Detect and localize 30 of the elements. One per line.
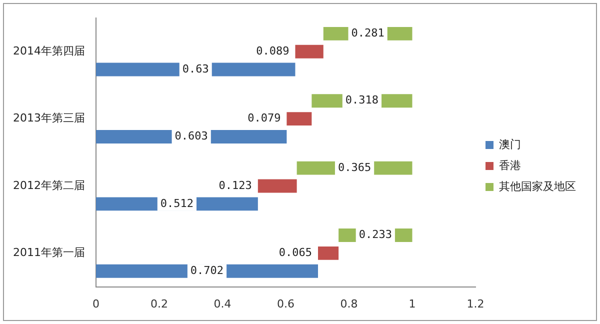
data-label: 0.603 [174,130,208,143]
x-tick-label: 0.8 [340,297,358,310]
data-label: 0.233 [358,228,392,242]
data-label: 0.63 [182,62,209,76]
data-label: 0.281 [351,26,384,40]
data-label: 0.512 [160,196,194,210]
data-label: 0.365 [338,160,372,174]
bar [318,246,339,260]
bar [295,44,324,58]
bar [258,179,297,193]
legend-label: 香港 [499,158,521,172]
data-label: 0.089 [256,44,290,58]
data-label: 0.702 [190,264,224,277]
data-label: 0.318 [345,94,379,107]
data-label: 0.079 [248,112,281,125]
x-tick-label: 0.4 [214,297,232,310]
x-tick-label: 0.6 [276,297,294,310]
data-label: 0.065 [278,246,312,260]
x-tick-label: 1 [408,297,416,310]
x-tick-label: 0 [92,297,100,310]
x-tick-label: 1.2 [466,297,484,310]
legend-label: 澳门 [499,138,521,151]
y-tick-label: 2014年第四届 [12,44,85,58]
y-tick-label: 2011年第一届 [12,246,85,260]
data-label: 0.123 [218,178,252,192]
y-tick-label: 2012年第二届 [12,178,85,192]
x-tick-label: 0.2 [150,297,168,310]
legend-label: 其他国家及地区 [499,180,576,193]
bar [286,112,312,126]
y-tick-label: 2013年第三届 [12,112,85,125]
